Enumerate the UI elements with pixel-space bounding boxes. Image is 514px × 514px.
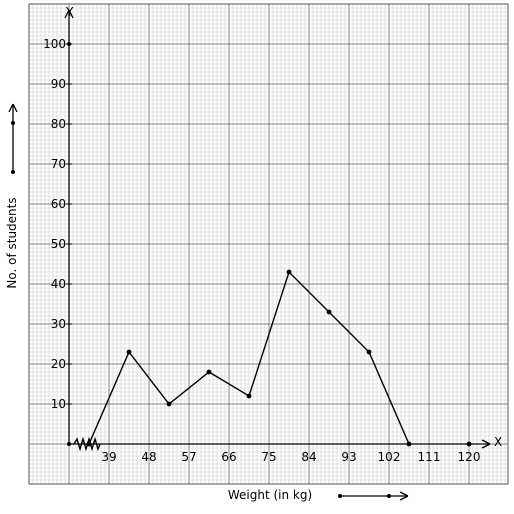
data-point bbox=[126, 349, 132, 355]
x-tick-label: 93 bbox=[341, 450, 356, 464]
grid-border bbox=[28, 3, 509, 485]
x-tick-label: 66 bbox=[221, 450, 236, 464]
x-direction-dot bbox=[387, 494, 391, 498]
y-tick-label: 20 bbox=[51, 357, 66, 371]
x-tick-label: 75 bbox=[261, 450, 276, 464]
x-axis-letter: X bbox=[494, 435, 502, 449]
y-direction-dot bbox=[11, 170, 15, 174]
x-tick-label: 39 bbox=[101, 450, 116, 464]
y-tick-label: 100 bbox=[43, 37, 66, 51]
x-tick-label: 111 bbox=[418, 450, 441, 464]
y-tick-label: 10 bbox=[51, 397, 66, 411]
y-direction-arrow-head bbox=[8, 103, 18, 113]
data-point bbox=[366, 349, 372, 355]
x-axis-arrow bbox=[481, 439, 491, 449]
y-tick-label: 60 bbox=[51, 197, 66, 211]
x-direction-dot bbox=[338, 494, 342, 498]
data-point bbox=[166, 401, 172, 407]
data-point bbox=[406, 441, 412, 447]
x-direction-arrow-head bbox=[399, 491, 409, 501]
data-point bbox=[286, 269, 292, 275]
y-tick-label: 30 bbox=[51, 317, 66, 331]
data-point bbox=[246, 393, 252, 399]
y-tick-label: 40 bbox=[51, 277, 66, 291]
data-point bbox=[86, 441, 92, 447]
y-tick-label: 50 bbox=[51, 237, 66, 251]
y-direction-dot bbox=[11, 121, 15, 125]
data-point bbox=[206, 369, 212, 375]
data-point bbox=[326, 309, 332, 315]
x-tick-label: 57 bbox=[181, 450, 196, 464]
y-tick-label: 90 bbox=[51, 77, 66, 91]
axis-titles: Weight (in kg) No. of students X Y bbox=[5, 5, 502, 502]
graph-grid bbox=[28, 3, 509, 485]
x-tick-label: 84 bbox=[301, 450, 316, 464]
y-tick-label: 70 bbox=[51, 157, 66, 171]
y-axis-arrow bbox=[64, 9, 74, 19]
x-axis-title: Weight (in kg) bbox=[228, 488, 312, 502]
y-axis-letter: Y bbox=[65, 5, 74, 19]
y-tick-label: 80 bbox=[51, 117, 66, 131]
data-point bbox=[466, 441, 472, 447]
y-axis-title: No. of students bbox=[5, 197, 19, 288]
origin-dot bbox=[67, 442, 71, 446]
tick-labels: 10 20 30 40 50 60 70 80 90 100 39 48 57 66 75 84 93 102 11… bbox=[43, 37, 480, 464]
data-series bbox=[86, 269, 472, 447]
x-tick-label: 102 bbox=[378, 450, 401, 464]
x-tick-label: 48 bbox=[141, 450, 156, 464]
x-tick-label: 120 bbox=[458, 450, 481, 464]
